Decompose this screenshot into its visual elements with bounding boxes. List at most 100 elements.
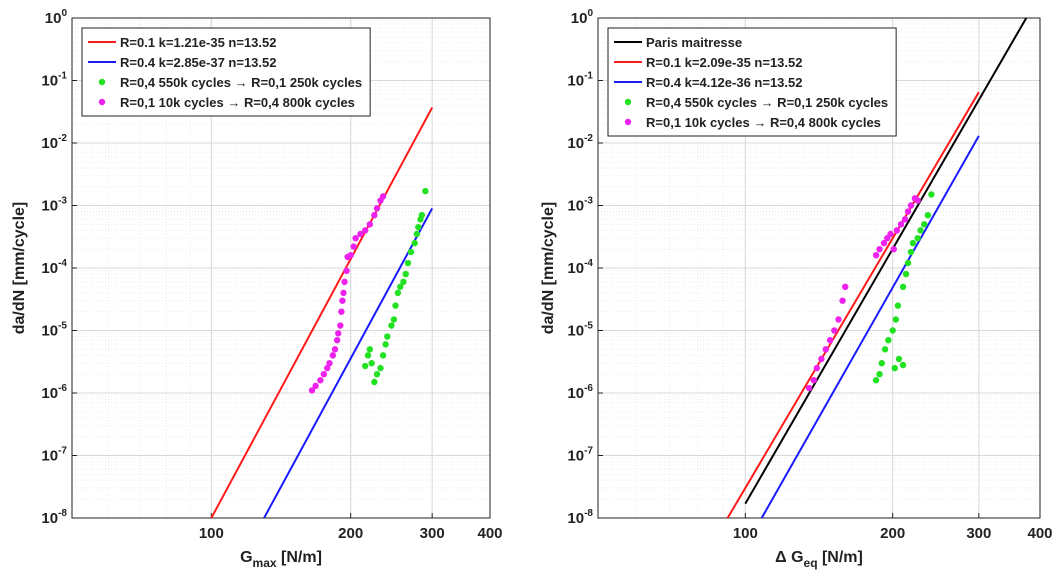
data-point: [835, 316, 842, 323]
data-layer: [210, 107, 434, 518]
data-point: [907, 202, 915, 209]
x-tick-label: 100: [733, 525, 758, 542]
data-point: [881, 346, 889, 353]
data-point: [392, 302, 399, 309]
text-part: Δ G: [775, 549, 803, 566]
data-point: [839, 297, 846, 304]
exponent: -3: [584, 196, 593, 207]
subscript: max: [253, 556, 277, 570]
exponent: -5: [58, 321, 67, 332]
data-layer: [726, 18, 1028, 518]
exponent: 0: [587, 8, 593, 19]
data-point: [894, 302, 902, 309]
base: 10: [567, 73, 584, 90]
data-point: [415, 223, 422, 231]
data-point: [341, 278, 348, 286]
data-point: [928, 191, 935, 198]
data-point: [402, 270, 409, 278]
text-part: G: [240, 549, 252, 566]
exponent: -7: [584, 446, 593, 457]
data-point: [890, 245, 897, 253]
data-point: [352, 234, 359, 242]
y-tick-label: 10-3: [41, 196, 67, 215]
data-point: [362, 227, 369, 234]
data-point: [831, 327, 838, 334]
legend-label: R=0,1 10k cycles → R=0,4 800k cycles: [646, 115, 881, 130]
x-tick-label: 200: [880, 525, 905, 542]
base: 10: [41, 323, 58, 340]
data-point: [872, 377, 880, 384]
y-tick-label: 10-8: [41, 508, 67, 527]
data-point: [924, 211, 932, 219]
text-part: [N/m]: [277, 549, 322, 566]
data-point: [343, 267, 350, 275]
data-point: [872, 252, 880, 259]
y-tick-label: 10-6: [41, 383, 67, 402]
data-point: [366, 221, 374, 228]
data-point: [813, 364, 821, 372]
x-tick-label: 400: [477, 525, 502, 542]
y-tick-label: 10-2: [567, 133, 593, 152]
data-point: [842, 283, 849, 291]
y-tick-label: 100: [45, 8, 68, 27]
data-point: [917, 227, 924, 234]
data-point: [347, 252, 354, 259]
data-point: [394, 289, 402, 297]
data-point: [404, 259, 412, 267]
exponent: -4: [58, 258, 67, 269]
base: 10: [567, 510, 584, 527]
y-tick-label: 10-5: [41, 321, 67, 340]
data-point: [382, 341, 389, 348]
legend-label: R=0.1 k=2.09e-35 n=13.52: [646, 55, 802, 70]
y-tick-label: 10-6: [567, 383, 593, 402]
exponent: -1: [58, 71, 67, 82]
base: 10: [567, 260, 584, 277]
legend-swatch: [98, 78, 106, 86]
base: 10: [41, 135, 58, 152]
data-point: [377, 364, 384, 372]
exponent: -2: [584, 133, 593, 144]
data-point: [379, 193, 387, 200]
data-point: [362, 362, 369, 370]
exponent: -4: [584, 258, 593, 269]
legend-label: R=0.4 k=4.12e-36 n=13.52: [646, 75, 802, 90]
legend: Paris maitresse R=0.1 k=2.09e-35 n=13.52 R…: [607, 27, 897, 137]
data-point: [914, 197, 921, 204]
legend-swatch: [624, 118, 632, 126]
exponent: 0: [61, 8, 67, 19]
exponent: -2: [58, 133, 67, 144]
exponent: -6: [58, 383, 67, 394]
legend-label: R=0.1 k=1.21e-35 n=13.52: [120, 35, 276, 50]
data-point: [340, 289, 347, 297]
data-point: [810, 377, 817, 384]
data-point: [407, 248, 415, 256]
data-point: [887, 230, 894, 238]
data-point: [390, 316, 398, 323]
line-series: [744, 18, 1028, 505]
data-point: [371, 378, 378, 386]
legend-swatch: [624, 98, 632, 106]
base: 10: [567, 448, 584, 465]
base: 10: [567, 385, 584, 402]
x-tick-label: 100: [199, 525, 224, 542]
data-point: [373, 370, 381, 378]
text-part: [N/m]: [818, 549, 863, 566]
exponent: -1: [584, 71, 593, 82]
data-point: [876, 245, 883, 253]
y-tick-label: 10-3: [567, 196, 593, 215]
data-point: [333, 336, 341, 344]
legend-frame: [81, 27, 371, 117]
legend-label: R=0,1 10k cycles → R=0,4 800k cycles: [120, 95, 355, 110]
y-axis-label: da/dN [mm/cycle]: [11, 202, 28, 334]
base: 10: [41, 385, 58, 402]
base: 10: [41, 73, 58, 90]
y-tick-label: 10-4: [567, 258, 593, 277]
base: 10: [567, 135, 584, 152]
data-point: [822, 346, 829, 353]
data-point: [357, 230, 364, 238]
data-point: [411, 239, 418, 247]
data-point: [337, 322, 344, 329]
